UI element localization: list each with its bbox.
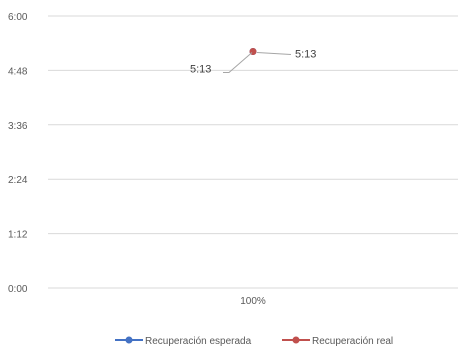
y-tick-label: 1:12: [8, 230, 28, 241]
legend-label: Recuperación esperada: [145, 336, 252, 347]
x-axis-ticks: 100%: [240, 296, 266, 307]
y-axis-ticks: 0:00 1:12 2:24 3:36 4:48 6:00: [8, 12, 28, 295]
data-label: 5:13: [190, 64, 211, 76]
series: 5:13 5:13: [190, 48, 316, 76]
legend-item[interactable]: Recuperación esperada: [115, 336, 252, 347]
legend[interactable]: Recuperación esperada Recuperación real: [115, 336, 393, 347]
legend-label: Recuperación real: [312, 336, 393, 347]
y-tick-label: 3:36: [8, 121, 28, 132]
legend-item[interactable]: Recuperación real: [282, 336, 393, 347]
leader-line: [256, 52, 292, 56]
legend-marker: [125, 336, 133, 344]
y-tick-label: 6:00: [8, 12, 28, 23]
gridlines: [48, 15, 458, 289]
leader-line: [223, 52, 253, 74]
y-tick-label: 2:24: [8, 175, 28, 186]
data-label: 5:13: [295, 49, 316, 61]
legend-marker: [292, 336, 300, 344]
x-tick-label: 100%: [240, 296, 266, 307]
y-tick-label: 4:48: [8, 66, 28, 77]
y-tick-label: 0:00: [8, 284, 28, 295]
